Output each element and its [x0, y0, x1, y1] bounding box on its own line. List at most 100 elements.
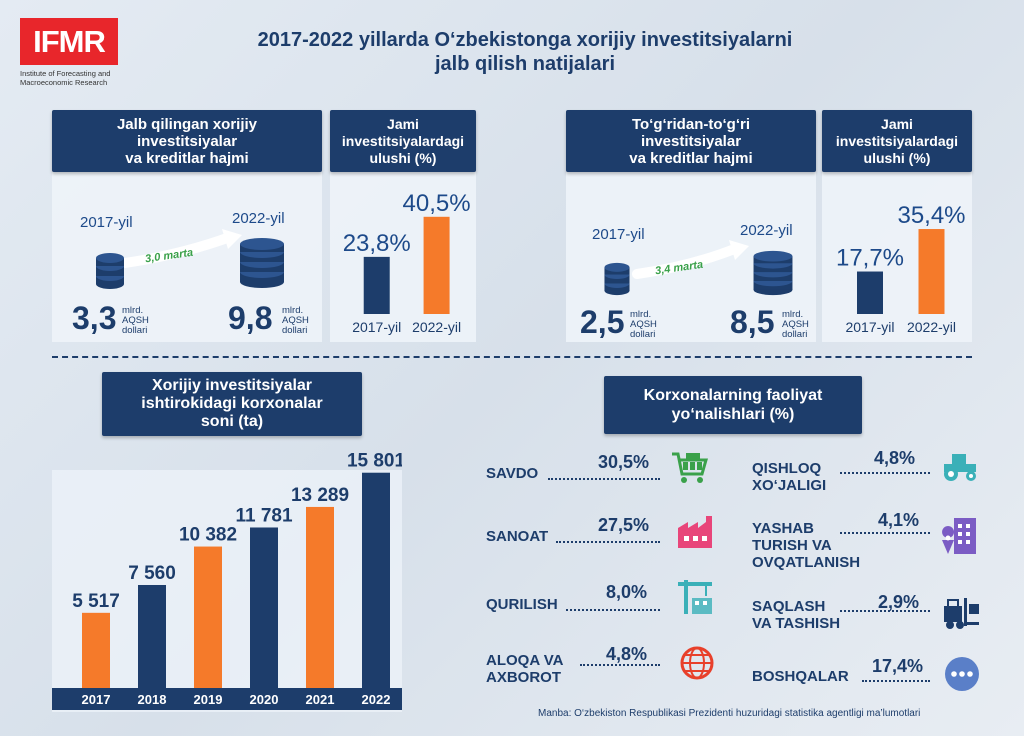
growth-arrow-icon	[632, 240, 749, 279]
activity-leader	[580, 664, 660, 666]
section3-header: To‘g‘ridan-to‘g‘ri investitsiyalar va kr…	[566, 110, 816, 172]
activity-pct: 17,4%	[872, 656, 924, 676]
ifmr-logo: IFMR	[20, 18, 118, 65]
unit-line1: mlrd.	[282, 305, 304, 316]
section3-header-line1: To‘g‘ridan-to‘g‘ri	[631, 115, 751, 133]
section3-header-line3: va kreditlar hajmi	[629, 149, 753, 167]
section4-header-line3: ulushi (%)	[863, 149, 931, 166]
x-tick-label: 2019	[194, 692, 223, 707]
section1-header: Jalb qilingan xorijiy investitsiyalar va…	[52, 110, 322, 172]
activity-pct: 8,0%	[606, 582, 648, 602]
activity-pct: 4,8%	[606, 644, 648, 664]
forklift-icon	[944, 598, 979, 629]
activity-leader	[840, 472, 930, 474]
section2-header-line3: ulushi (%)	[369, 149, 437, 166]
section1-unit-from: mlrd. AQSH dollari	[122, 306, 149, 336]
share-chart-2: 17,7% 2017-yil 35,4% 2022-yil	[836, 202, 966, 335]
activity-pct: 30,5%	[598, 452, 650, 472]
activity-name: QISHLOQ XO‘JALIGI	[752, 460, 826, 494]
bar	[363, 256, 390, 314]
bar-value-label: 23,8%	[343, 230, 411, 257]
unit-line3: dollari	[782, 329, 808, 340]
unit-line3: dollari	[630, 329, 656, 340]
activity-leader	[840, 610, 930, 612]
bar	[857, 271, 883, 314]
coin-stack-small-icon	[604, 262, 630, 296]
logo-subtitle: Institute of Forecasting and Macroeconom…	[20, 69, 140, 87]
section5-header-line2: ishtirokidagi korxonalar	[141, 395, 323, 412]
bar	[194, 546, 222, 688]
x-tick-label: 2022-yil	[907, 319, 956, 335]
bar-value-label: 5 517	[72, 591, 120, 612]
unit-line1: mlrd.	[122, 305, 144, 316]
activity-name-line1: YASHAB	[752, 520, 814, 537]
activity-leader	[548, 478, 660, 480]
section4-panel	[822, 172, 972, 342]
section4-header: Jami investitsiyalardagi ulushi (%)	[822, 110, 972, 172]
bar-value-label: 11 781	[235, 505, 292, 526]
section1-year-from: 2017-yil	[80, 214, 133, 231]
section1-value-to: 9,8	[228, 300, 273, 336]
bar	[306, 506, 334, 688]
activity-pct: 2,9%	[878, 592, 920, 612]
unit-line2: AQSH	[630, 319, 657, 330]
bar	[82, 612, 110, 688]
bar	[423, 216, 450, 314]
section1-unit-to: mlrd. AQSH dollari	[282, 306, 309, 336]
x-tick-label: 2018	[138, 692, 167, 707]
unit-line2: AQSH	[282, 315, 309, 326]
x-tick-label: 2021	[306, 692, 335, 707]
bar	[918, 229, 945, 314]
more-dots-icon	[945, 657, 979, 691]
activity-name-line1: QISHLOQ	[752, 460, 822, 477]
page-title: 2017-2022 yillarda O‘zbekistonga xorijiy…	[200, 28, 850, 76]
section4-header-line2: investitsiyalardagi	[835, 132, 959, 149]
activity-name-line3: OVQATLANISH	[752, 554, 861, 571]
section3-unit-from: mlrd. AQSH dollari	[630, 310, 657, 340]
activity-leader	[566, 609, 660, 611]
coin-stack-large-icon	[753, 250, 793, 296]
bar-value-label: 10 382	[179, 525, 237, 546]
unit-line1: mlrd.	[782, 309, 804, 320]
unit-line1: mlrd.	[630, 309, 652, 320]
bar-value-label: 40,5%	[403, 190, 471, 217]
section5-panel	[52, 470, 402, 712]
factory-icon	[678, 516, 712, 548]
activity-name-line1: SAQLASH	[752, 598, 826, 615]
bar	[250, 527, 278, 688]
section3-value-from: 2,5	[580, 304, 625, 340]
page-title-line2: jalb qilish natijalari	[434, 53, 616, 75]
section6-header-line1: Korxonalarning faoliyat	[643, 387, 823, 404]
logo-subtitle-line2: Macroeconomic Research	[20, 78, 108, 87]
activity-pct: 4,8%	[874, 448, 916, 468]
activity-leader	[840, 532, 930, 534]
section6-header: Korxonalarning faoliyat yo‘nalishlari (%…	[604, 376, 862, 434]
x-tick-label: 2017-yil	[352, 319, 401, 335]
bar-value-label: 17,7%	[836, 245, 904, 272]
activity-name-line2: AXBOROT	[486, 669, 561, 686]
unit-line3: dollari	[122, 325, 148, 336]
section2-header-line2: investitsiyalardagi	[341, 132, 465, 149]
x-tick-label: 2017-yil	[845, 319, 894, 335]
x-tick-label: 2022-yil	[412, 319, 461, 335]
activity-name: QURILISH	[486, 596, 558, 613]
logo-subtitle-line1: Institute of Forecasting and	[20, 69, 111, 78]
bar-value-label: 13 289	[291, 485, 349, 506]
crane-icon	[678, 580, 712, 614]
activity-name: SAVDO	[486, 465, 539, 482]
activity-name: SANOAT	[486, 528, 549, 545]
section4-header-line1: Jami	[881, 115, 913, 132]
unit-line3: dollari	[282, 325, 308, 336]
share-chart-1: 23,8% 2017-yil 40,5% 2022-yil	[343, 190, 471, 335]
activity-pct: 27,5%	[598, 515, 650, 535]
source-note: Manba: O‘zbekiston Respublikasi Preziden…	[538, 708, 921, 719]
section6-header-line2: yo‘nalishlari (%)	[671, 406, 795, 423]
activity-name-line1: ALOQA VA	[486, 652, 564, 669]
section1-header-line1: Jalb qilingan xorijiy	[116, 115, 258, 133]
activity-name: ALOQA VA AXBOROT	[486, 652, 564, 686]
x-axis-band	[52, 688, 402, 710]
section1-year-to: 2022-yil	[232, 210, 285, 227]
section2-header: Jami investitsiyalardagi ulushi (%)	[330, 110, 476, 172]
tractor-icon	[944, 454, 976, 481]
shopping-cart-icon	[672, 452, 708, 483]
